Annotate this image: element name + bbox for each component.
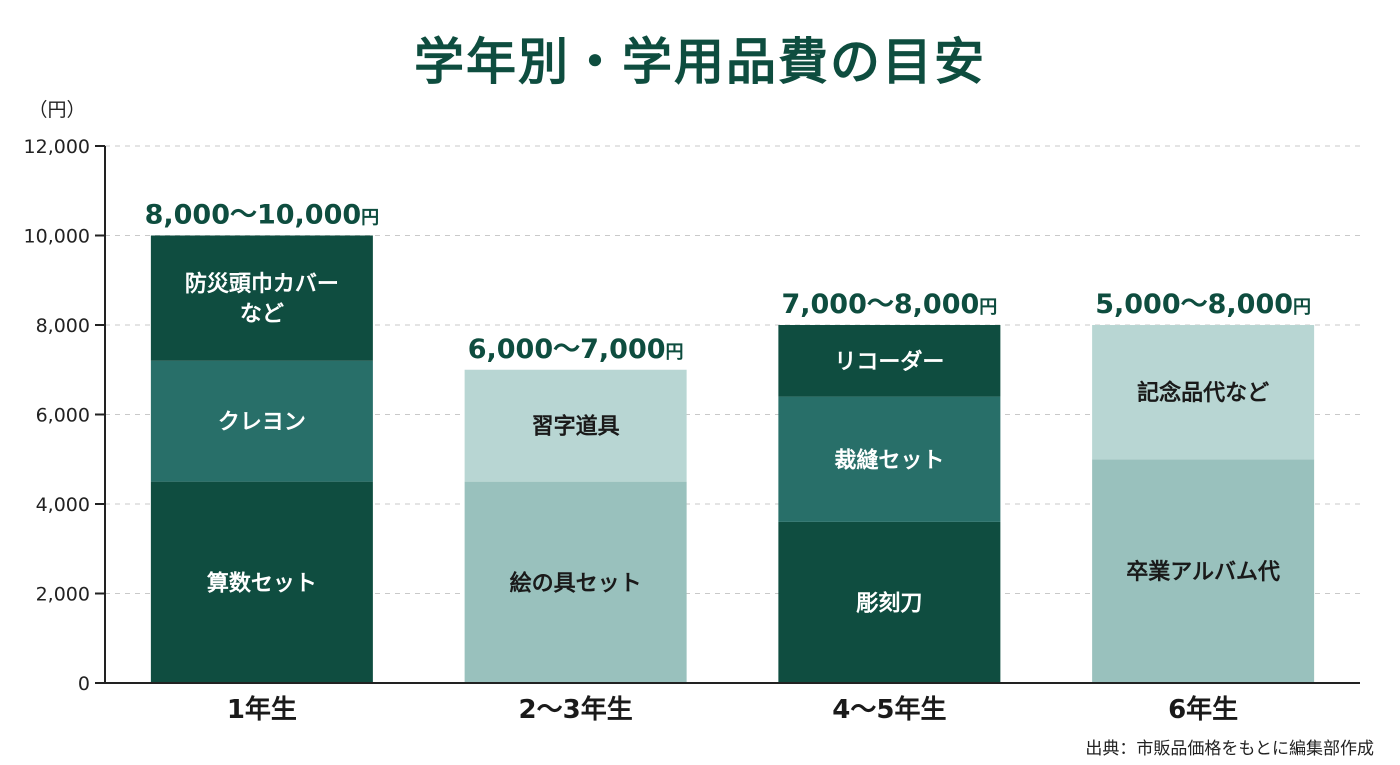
bar-total-label-1: 8,000〜10,000円: [145, 200, 380, 231]
segment-label-1-1: 算数セット: [207, 570, 317, 596]
segment-label-4-1: 卒業アルバム代: [1126, 559, 1280, 585]
y-tick-label-12000: 12,000: [24, 136, 90, 158]
x-category-label-3: 4〜5年生: [832, 694, 946, 725]
bar-total-label-4: 5,000〜8,000円: [1095, 289, 1311, 320]
segment-label-2-2: 習字道具: [532, 414, 620, 440]
y-tick-label-10000: 10,000: [24, 226, 90, 248]
x-category-label-2: 2〜3年生: [519, 694, 633, 725]
segment-label-3-1: 彫刻刀: [856, 590, 922, 616]
segment-label-4-2: 記念品代など: [1137, 380, 1269, 406]
source-note: 出典：市販品価格をもとに編集部作成: [1085, 739, 1374, 759]
y-axis-unit-label: （円）: [28, 99, 85, 121]
y-tick-label-8000: 8,000: [36, 315, 90, 337]
bar-segment-4-2: [1092, 325, 1315, 460]
chart-title: 学年別・学用品費の目安: [414, 33, 986, 91]
bar-segment-2-2: [464, 369, 687, 482]
y-tick-label-6000: 6,000: [36, 405, 90, 427]
bar-total-label-3: 7,000〜8,000円: [781, 289, 997, 320]
y-tick-label-0: 0: [78, 673, 90, 695]
segment-label-3-2: 裁縫セット: [834, 447, 944, 473]
segment-label-1-2: クレヨン: [218, 410, 306, 435]
y-tick-label-2000: 2,000: [36, 584, 90, 606]
segment-label-2-1: 絵の具セット: [510, 570, 642, 596]
bar-segment-1-1: [150, 481, 373, 683]
bar-segment-1-2: [150, 360, 373, 482]
x-category-label-4: 6年生: [1168, 694, 1238, 725]
bar-segment-3-1: [778, 521, 1001, 683]
segment-label-3-3: リコーダー: [834, 349, 944, 375]
segment-label-1-3-1: 防災頭巾カバー: [185, 272, 339, 297]
y-tick-label-4000: 4,000: [36, 494, 90, 516]
segment-label-1-3-2: など: [240, 302, 284, 327]
bar-segment-1-3: [150, 235, 373, 361]
x-category-label-1: 1年生: [227, 694, 297, 725]
bar-segment-3-2: [778, 396, 1001, 522]
bar-segment-3-3: [778, 325, 1001, 397]
bar-segment-2-1: [464, 481, 687, 683]
bar-segment-4-1: [1092, 459, 1315, 683]
bar-total-label-2: 6,000〜7,000円: [468, 334, 684, 365]
